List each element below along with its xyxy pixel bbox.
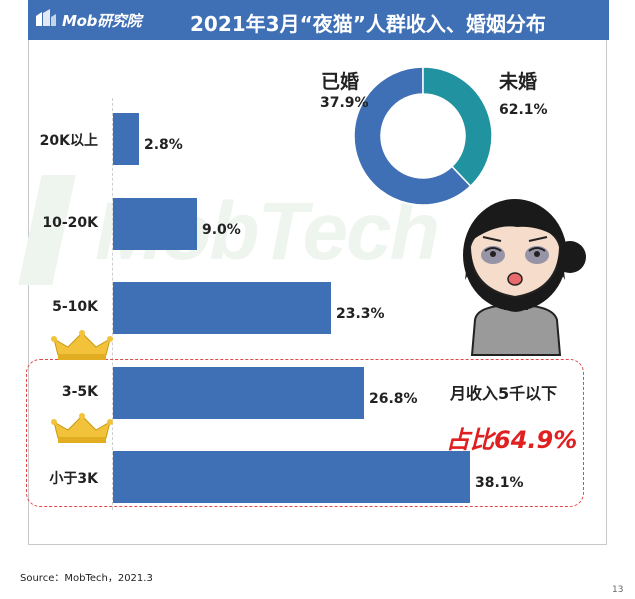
page-title: 2021年3月“夜猫”人群收入、婚姻分布	[190, 12, 546, 36]
page-number: 13	[612, 585, 624, 595]
donut-category-label: 已婚	[321, 71, 360, 93]
donut-slice-0	[422, 66, 493, 188]
category-label: 20K以上	[39, 133, 98, 149]
crown-icon	[51, 330, 113, 360]
annotation-share: 占比64.9%	[446, 426, 578, 454]
header-bar	[28, 0, 609, 40]
donut-value-label: 62.1%	[499, 102, 548, 118]
bar-1	[113, 198, 197, 250]
value-label: 2.8%	[144, 137, 183, 153]
annotation-label: 月收入5千以下	[450, 384, 558, 403]
low-income-highlight-box	[26, 359, 584, 507]
bar-axis	[112, 98, 114, 510]
bar-0	[113, 113, 139, 165]
donut-slice-1	[353, 66, 472, 206]
value-label: 26.8%	[369, 391, 418, 407]
tired-girl-illustration	[463, 199, 586, 356]
category-label: 10-20K	[42, 215, 98, 231]
value-label: 23.3%	[336, 306, 385, 322]
value-label: 38.1%	[475, 475, 524, 491]
category-label: 5-10K	[52, 299, 98, 315]
logo-text: Mob研究院	[62, 12, 142, 30]
donut-category-label: 未婚	[499, 71, 538, 93]
crown-icon	[51, 413, 113, 443]
category-label: 小于3K	[49, 471, 98, 487]
mob-logo-icon	[36, 9, 56, 26]
donut-value-label: 37.9%	[320, 95, 369, 111]
bar-3	[113, 367, 364, 419]
marital-donut-chart	[353, 66, 493, 206]
bar-4	[113, 451, 470, 503]
content-frame	[28, 40, 607, 545]
source-note: Source：MobTech，2021.3	[20, 573, 153, 584]
value-label: 9.0%	[202, 222, 241, 238]
bar-2	[113, 282, 331, 334]
category-label: 3-5K	[61, 384, 98, 400]
